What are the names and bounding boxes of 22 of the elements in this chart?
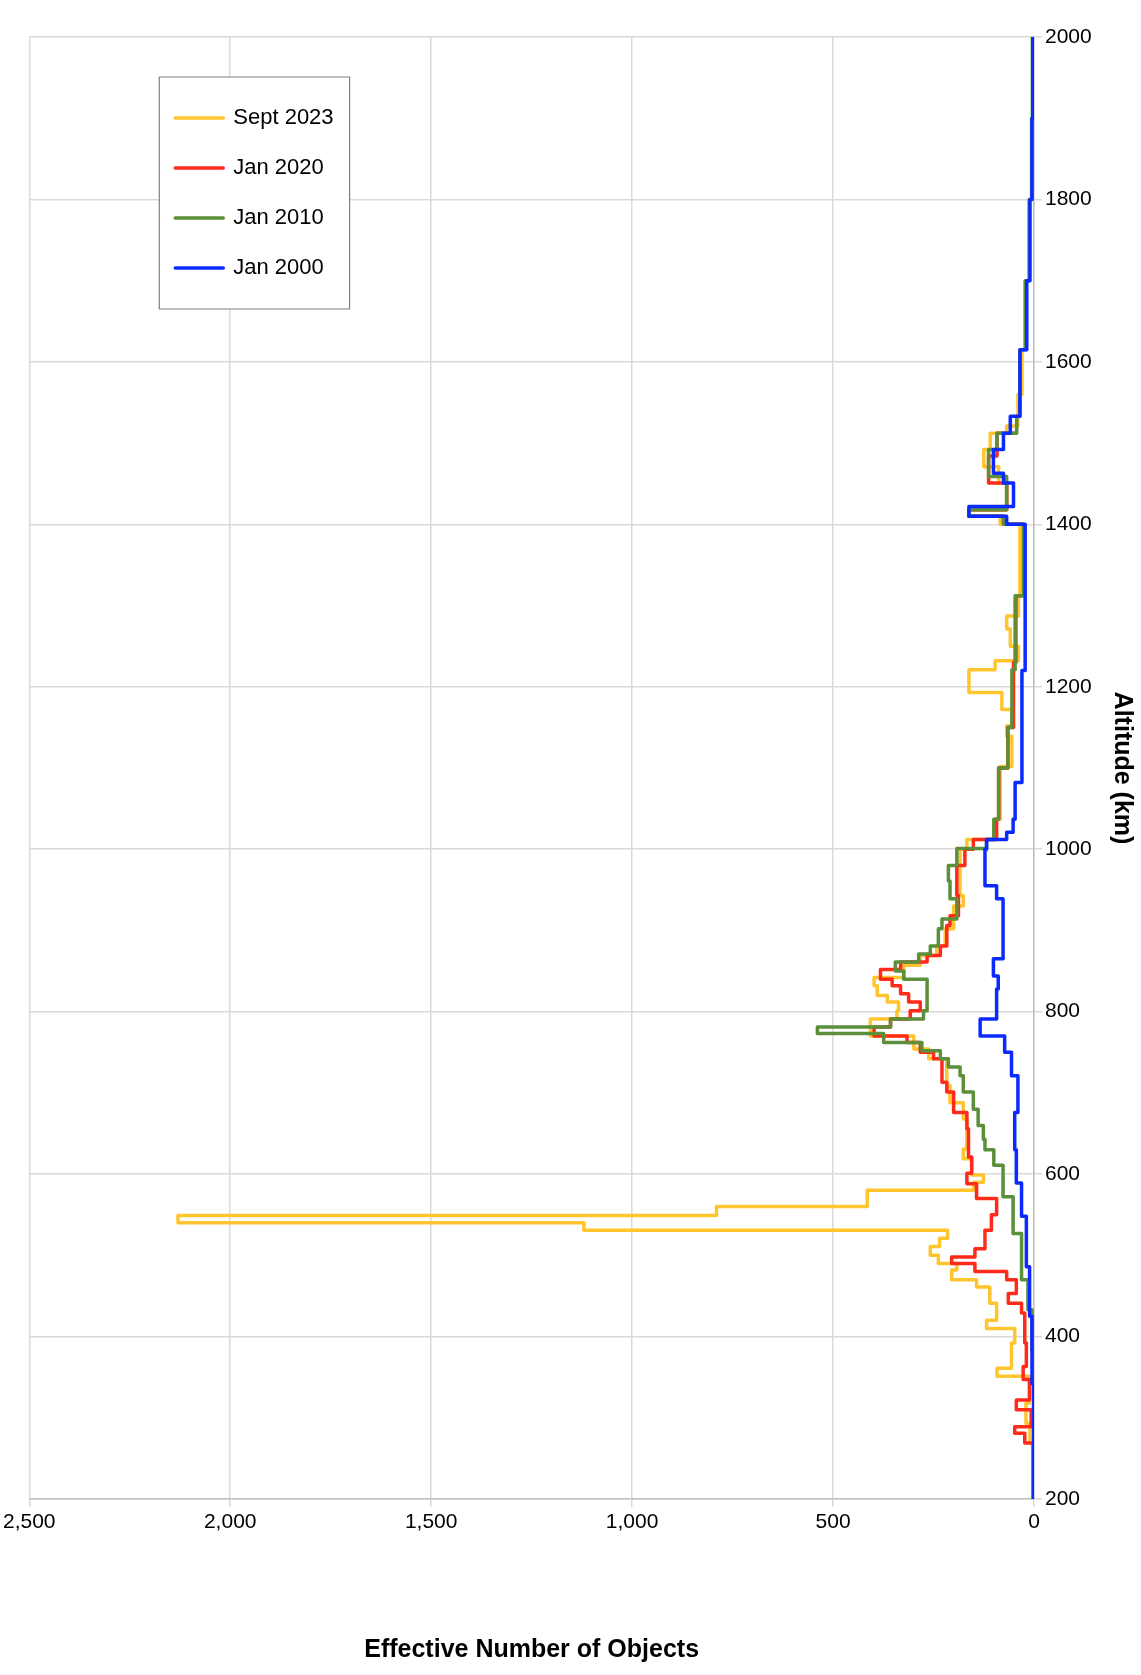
x-tick-label: 1,500	[404, 1509, 458, 1533]
x-axis-title: Effective Number of Objects	[364, 1633, 700, 1662]
legend-label: Jan 2020	[233, 154, 324, 180]
legend-label: Jan 2010	[233, 204, 324, 230]
y-tick-label: 2000	[1045, 23, 1092, 47]
y-tick-label: 1200	[1045, 673, 1092, 697]
x-tick-label: 2,500	[2, 1509, 56, 1533]
y-tick-label: 1800	[1045, 186, 1092, 210]
y-tick-label: 800	[1045, 998, 1081, 1022]
y-axis-title: Altitude (km)	[1110, 691, 1139, 845]
y-tick-label: 1000	[1045, 836, 1092, 860]
legend-label: Sept 2023	[233, 104, 334, 130]
x-tick-label: 500	[815, 1509, 851, 1533]
y-tick-label: 1400	[1045, 511, 1092, 535]
y-tick-label: 400	[1045, 1323, 1081, 1347]
legend-label: Jan 2000	[233, 254, 324, 280]
y-tick-label: 600	[1045, 1160, 1081, 1184]
y-tick-label: 1600	[1045, 348, 1092, 372]
x-tick-label: 1,000	[605, 1509, 659, 1533]
y-tick-label: 200	[1045, 1485, 1081, 1509]
x-tick-label: 2,000	[203, 1509, 257, 1533]
x-tick-label: 0	[1028, 1509, 1040, 1533]
